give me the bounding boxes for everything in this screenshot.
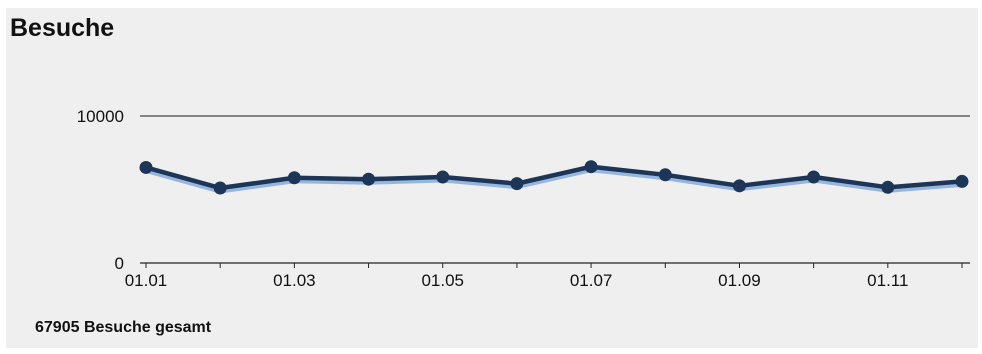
data-point [658,168,672,182]
data-point [362,172,376,186]
x-tick-label: 01.11 [867,271,908,290]
data-point [881,180,895,194]
x-tick-label: 01.07 [570,271,613,290]
data-point [436,170,450,184]
x-tick-label: 01.05 [421,271,464,290]
data-point [213,181,227,195]
axis-layer: 0 10000 01.01 01.03 01.05 01.07 01.09 01.11 [77,107,970,290]
data-point [287,171,301,185]
series-line-shadow [145,167,963,194]
y-tick-label: 0 [115,254,124,273]
data-point [732,179,746,193]
x-tick-label: 01.01 [125,271,168,290]
series-line [145,164,963,191]
y-tick-label: 10000 [77,107,124,126]
series-layer [139,160,969,195]
data-point [510,177,524,191]
data-point [807,170,821,184]
total-visits-label: 67905 Besuche gesamt [35,319,212,336]
x-tick-label: 01.03 [273,271,316,290]
chart-title: Besuche [10,14,115,42]
x-tick-label: 01.09 [718,271,761,290]
data-point [584,160,598,174]
data-point [955,174,969,188]
data-point [139,160,153,174]
